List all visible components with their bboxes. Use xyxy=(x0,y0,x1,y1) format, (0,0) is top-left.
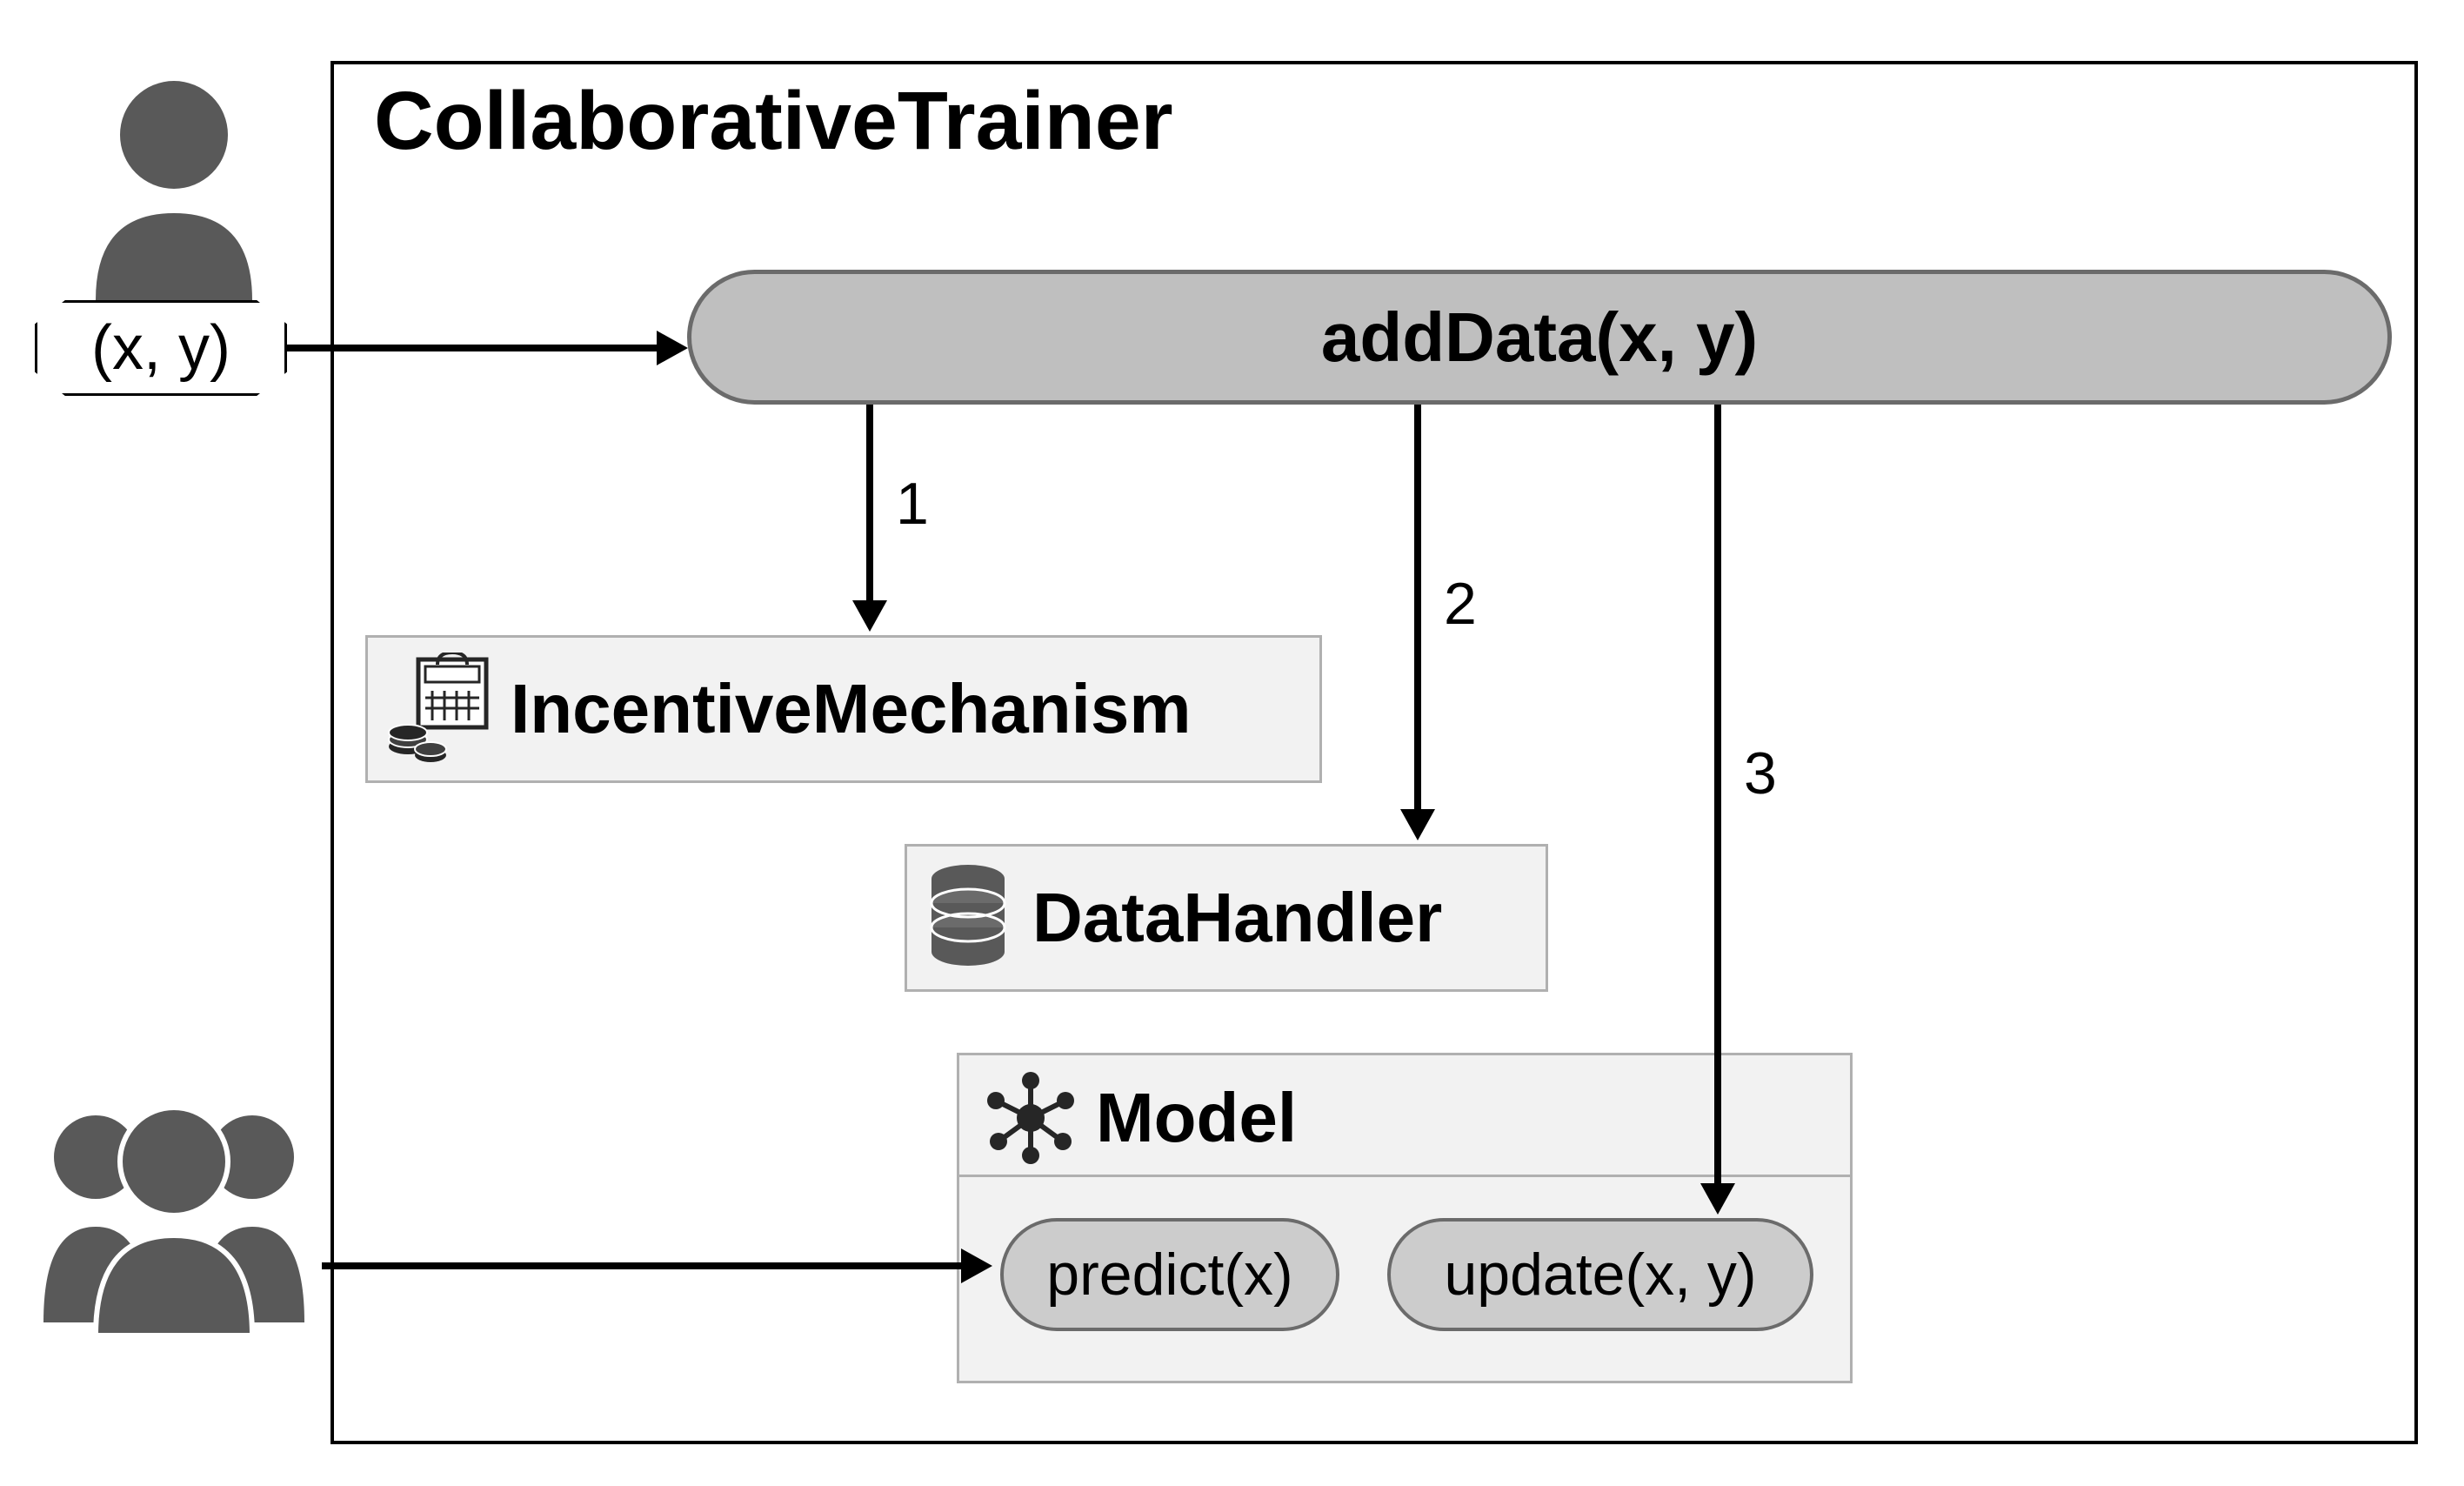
update-method: update(x, y) xyxy=(1387,1218,1813,1331)
model-header: Model xyxy=(983,1070,1297,1166)
arrow-3-line xyxy=(1714,405,1721,1188)
cash-register-icon xyxy=(385,653,490,766)
network-icon xyxy=(983,1070,1078,1166)
step-3-label: 3 xyxy=(1744,740,1777,807)
arrow-2-head xyxy=(1400,809,1435,840)
container-title: CollaborativeTrainer xyxy=(374,74,1173,169)
add-data-method: addData(x, y) xyxy=(687,270,2392,405)
arrow-2-line xyxy=(1414,405,1421,813)
predict-method: predict(x) xyxy=(1000,1218,1339,1331)
xy-input-bubble: (x, y) xyxy=(35,300,287,396)
step-1-label: 1 xyxy=(896,470,929,538)
model-label: Model xyxy=(1096,1078,1297,1158)
database-icon xyxy=(925,861,1012,974)
data-handler-box: DataHandler xyxy=(905,844,1548,992)
arrow-input-to-adddata xyxy=(287,345,661,351)
incentive-mechanism-box: IncentiveMechanism xyxy=(365,635,1322,783)
incentive-label: IncentiveMechanism xyxy=(511,669,1192,749)
data-handler-label: DataHandler xyxy=(1032,878,1442,958)
arrow-input-to-adddata-head xyxy=(657,331,688,365)
arrow-users-to-predict xyxy=(322,1262,965,1269)
step-2-label: 2 xyxy=(1444,570,1477,638)
user-group-icon xyxy=(26,1079,322,1340)
arrow-users-to-predict-head xyxy=(961,1248,992,1283)
arrow-1-line xyxy=(866,405,873,605)
arrow-3-head xyxy=(1700,1183,1735,1215)
single-user-icon xyxy=(78,74,270,300)
arrow-1-head xyxy=(852,600,887,632)
